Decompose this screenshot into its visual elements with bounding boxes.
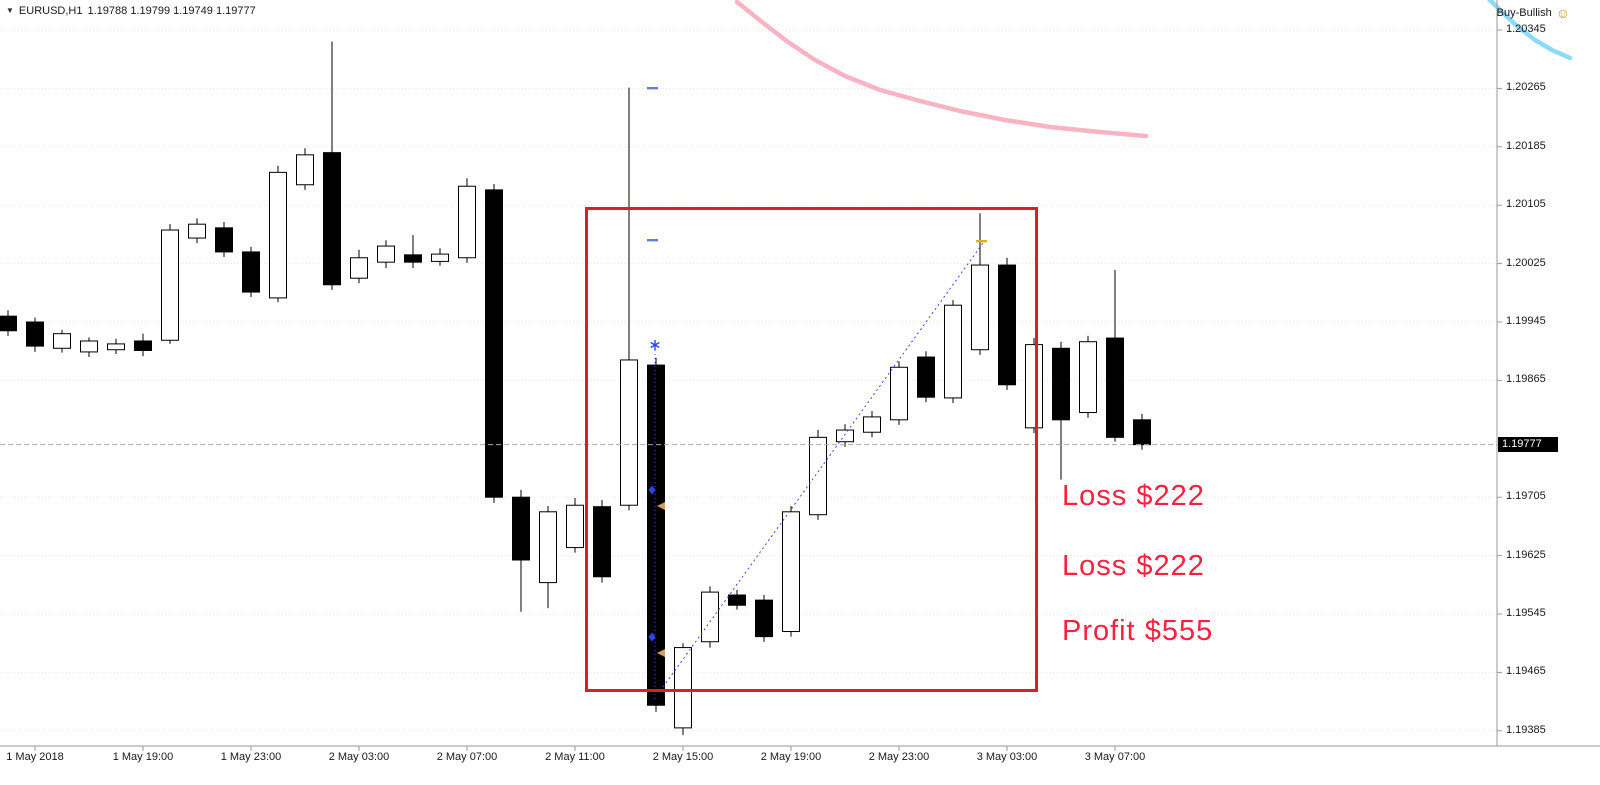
ohlc-quote-label: 1.19788 1.19799 1.19749 1.19777: [87, 5, 256, 17]
sentiment-text: Buy-Bullish: [1496, 7, 1552, 19]
symbol-dropdown-icon[interactable]: ▼: [6, 6, 14, 15]
smiley-icon: ☺: [1555, 5, 1570, 21]
symbol-timeframe-label: EURUSD,H1: [18, 5, 83, 17]
chart-header: ▼ EURUSD,H1 1.19788 1.19799 1.19749 1.19…: [6, 5, 256, 17]
sentiment-label: Buy-Bullish ☺: [1497, 6, 1570, 20]
current-price-badge: 1.19777: [1498, 436, 1558, 452]
